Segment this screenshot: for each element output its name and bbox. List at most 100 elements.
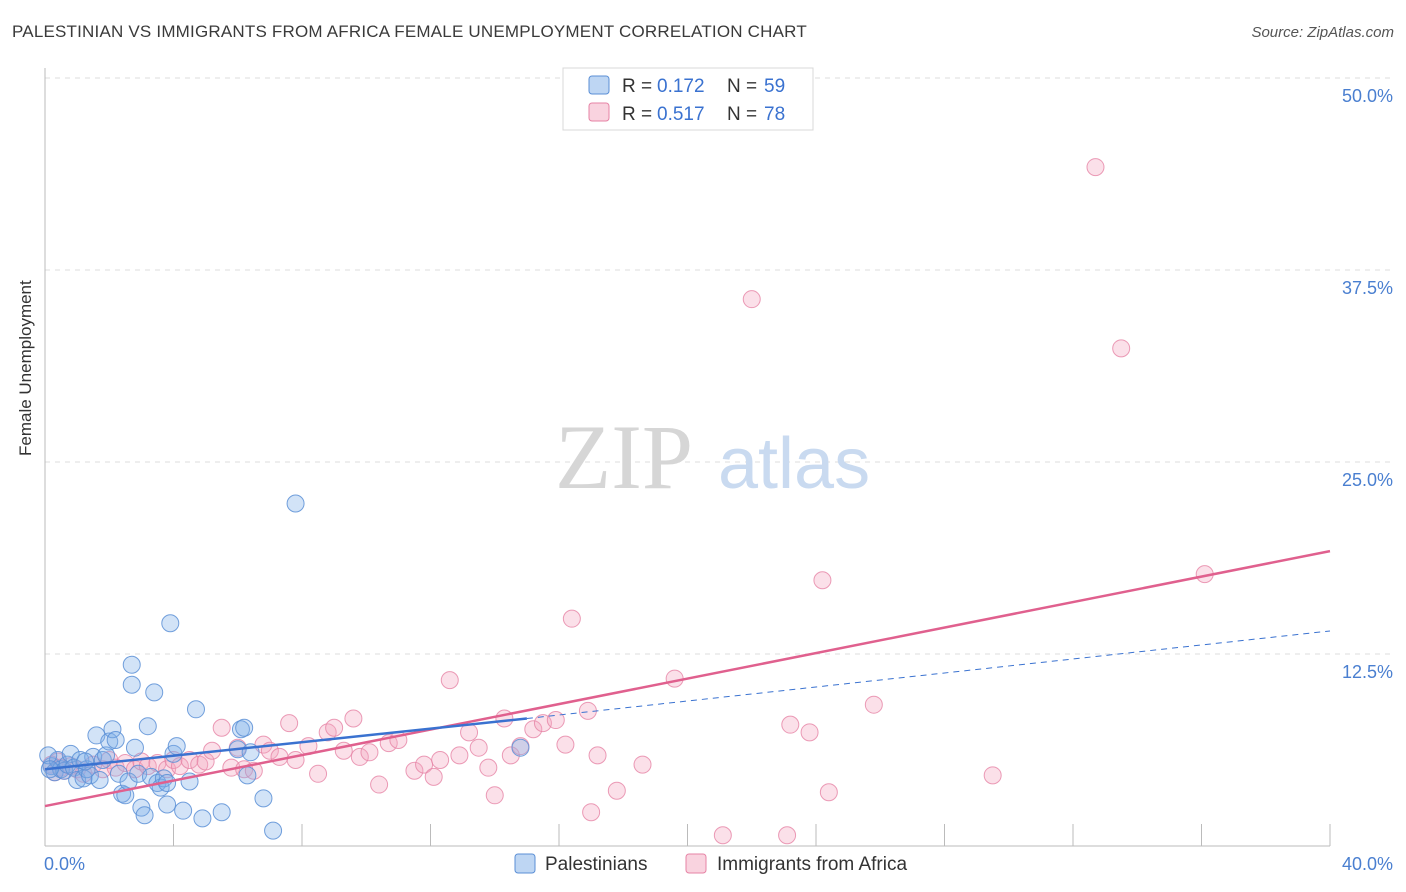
watermark-zip: ZIP <box>555 406 693 508</box>
top-legend: R = 0.172 N = 59 R = 0.517 N = 78 <box>562 67 814 131</box>
legend-r-label-1: R = <box>622 76 652 97</box>
point-palestinians <box>80 766 99 785</box>
point-immigrants-africa <box>742 290 761 309</box>
point-immigrants-africa <box>633 755 652 774</box>
legend-swatch-palestinians <box>588 75 610 95</box>
point-palestinians <box>231 720 250 739</box>
chart-title: PALESTINIAN VS IMMIGRANTS FROM AFRICA FE… <box>12 22 807 41</box>
y-tick-labels: 12.5% 25.0% 37.5% 50.0% <box>1342 86 1393 682</box>
point-palestinians <box>235 718 254 737</box>
point-immigrants-africa <box>781 715 800 734</box>
y-tick-label: 37.5% <box>1342 278 1393 298</box>
point-palestinians <box>109 764 128 783</box>
point-palestinians <box>186 700 205 719</box>
legend-r-value-1: 0.172 <box>657 76 705 97</box>
point-palestinians <box>174 801 193 820</box>
point-immigrants-africa <box>588 746 607 765</box>
point-palestinians <box>61 744 80 763</box>
point-immigrants-africa <box>983 766 1002 785</box>
point-immigrants-africa <box>450 746 469 765</box>
point-immigrants-africa <box>344 709 363 728</box>
point-immigrants-africa <box>212 718 231 737</box>
point-palestinians <box>122 675 141 694</box>
point-immigrants-africa <box>270 747 289 766</box>
trend-line-palestinians <box>44 717 528 771</box>
point-palestinians <box>90 770 109 789</box>
source-label: Source: ZipAtlas.com <box>1251 24 1394 41</box>
y-tick-label: 50.0% <box>1342 86 1393 106</box>
point-palestinians <box>135 806 154 825</box>
point-immigrants-africa <box>778 826 797 845</box>
point-palestinians <box>39 746 58 765</box>
point-immigrants-africa <box>607 781 626 800</box>
x-tick-label: 0.0% <box>44 854 85 874</box>
point-immigrants-africa <box>370 775 389 794</box>
point-immigrants-africa <box>469 738 488 757</box>
axes <box>44 68 1331 847</box>
point-immigrants-africa <box>813 571 832 590</box>
point-immigrants-africa <box>318 723 337 742</box>
point-palestinians <box>161 614 180 633</box>
point-immigrants-africa <box>864 695 883 714</box>
point-immigrants-africa <box>665 669 684 688</box>
point-immigrants-africa <box>819 783 838 802</box>
point-immigrants-africa <box>800 723 819 742</box>
point-palestinians <box>158 795 177 814</box>
point-immigrants-africa <box>424 767 443 786</box>
point-palestinians <box>167 737 186 756</box>
point-immigrants-africa <box>1086 158 1105 177</box>
point-palestinians <box>264 821 283 840</box>
point-palestinians <box>286 494 305 513</box>
point-immigrants-africa <box>501 746 520 765</box>
point-immigrants-africa <box>360 743 379 762</box>
point-palestinians <box>122 655 141 674</box>
point-palestinians <box>125 738 144 757</box>
point-palestinians <box>238 766 257 785</box>
point-palestinians <box>76 752 95 771</box>
point-immigrants-africa <box>280 714 299 733</box>
point-palestinians <box>145 683 164 702</box>
bottom-legend-swatch-palestinians <box>514 853 536 874</box>
legend-n-value-2: 78 <box>764 104 785 125</box>
point-palestinians <box>212 803 231 822</box>
point-immigrants-africa <box>1112 339 1131 358</box>
gridlines <box>45 77 1394 655</box>
point-immigrants-africa <box>116 754 135 773</box>
legend-r-value-2: 0.517 <box>657 104 705 125</box>
point-palestinians <box>138 717 157 736</box>
legend-n-label-2: N = <box>727 104 757 125</box>
point-immigrants-africa <box>582 803 601 822</box>
point-immigrants-africa <box>713 826 732 845</box>
point-immigrants-africa <box>405 761 424 780</box>
y-tick-label: 12.5% <box>1342 662 1393 682</box>
legend-r-label-2: R = <box>622 104 652 125</box>
legend-swatch-immigrants-africa <box>588 102 610 122</box>
point-immigrants-africa <box>309 764 328 783</box>
point-immigrants-africa <box>440 671 459 690</box>
point-immigrants-africa <box>431 750 450 769</box>
point-palestinians <box>106 731 125 750</box>
point-immigrants-africa <box>524 720 543 739</box>
point-immigrants-africa <box>546 711 565 730</box>
point-immigrants-africa <box>562 609 581 628</box>
x-tick-labels: 0.0% 40.0% <box>44 854 1393 874</box>
series-palestinians-points <box>39 494 530 840</box>
point-immigrants-africa <box>556 735 575 754</box>
point-palestinians <box>103 720 122 739</box>
point-palestinians <box>254 789 273 808</box>
y-tick-label: 25.0% <box>1342 470 1393 490</box>
trend-lines <box>44 549 1331 808</box>
legend-n-value-1: 59 <box>764 76 785 97</box>
point-immigrants-africa <box>350 747 369 766</box>
x-tick-label: 40.0% <box>1342 854 1393 874</box>
legend-n-label-1: N = <box>727 76 757 97</box>
point-immigrants-africa <box>180 750 199 769</box>
point-immigrants-africa <box>325 718 344 737</box>
watermark-atlas: atlas <box>718 424 870 504</box>
bottom-legend-label-immigrants-africa: Immigrants from Africa <box>717 854 907 875</box>
trend-line-palestinians-projected <box>526 630 1331 720</box>
point-immigrants-africa <box>485 786 504 805</box>
trend-line-immigrants-africa <box>44 549 1331 808</box>
point-palestinians <box>511 738 530 757</box>
